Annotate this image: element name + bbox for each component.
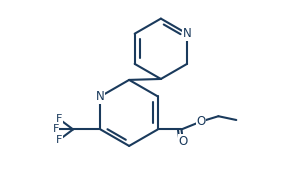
- Text: F: F: [56, 135, 62, 145]
- Text: O: O: [196, 115, 206, 128]
- Text: N: N: [96, 90, 105, 103]
- Text: O: O: [178, 135, 188, 148]
- Text: F: F: [52, 124, 59, 134]
- Text: N: N: [183, 27, 191, 40]
- Text: F: F: [56, 114, 62, 124]
